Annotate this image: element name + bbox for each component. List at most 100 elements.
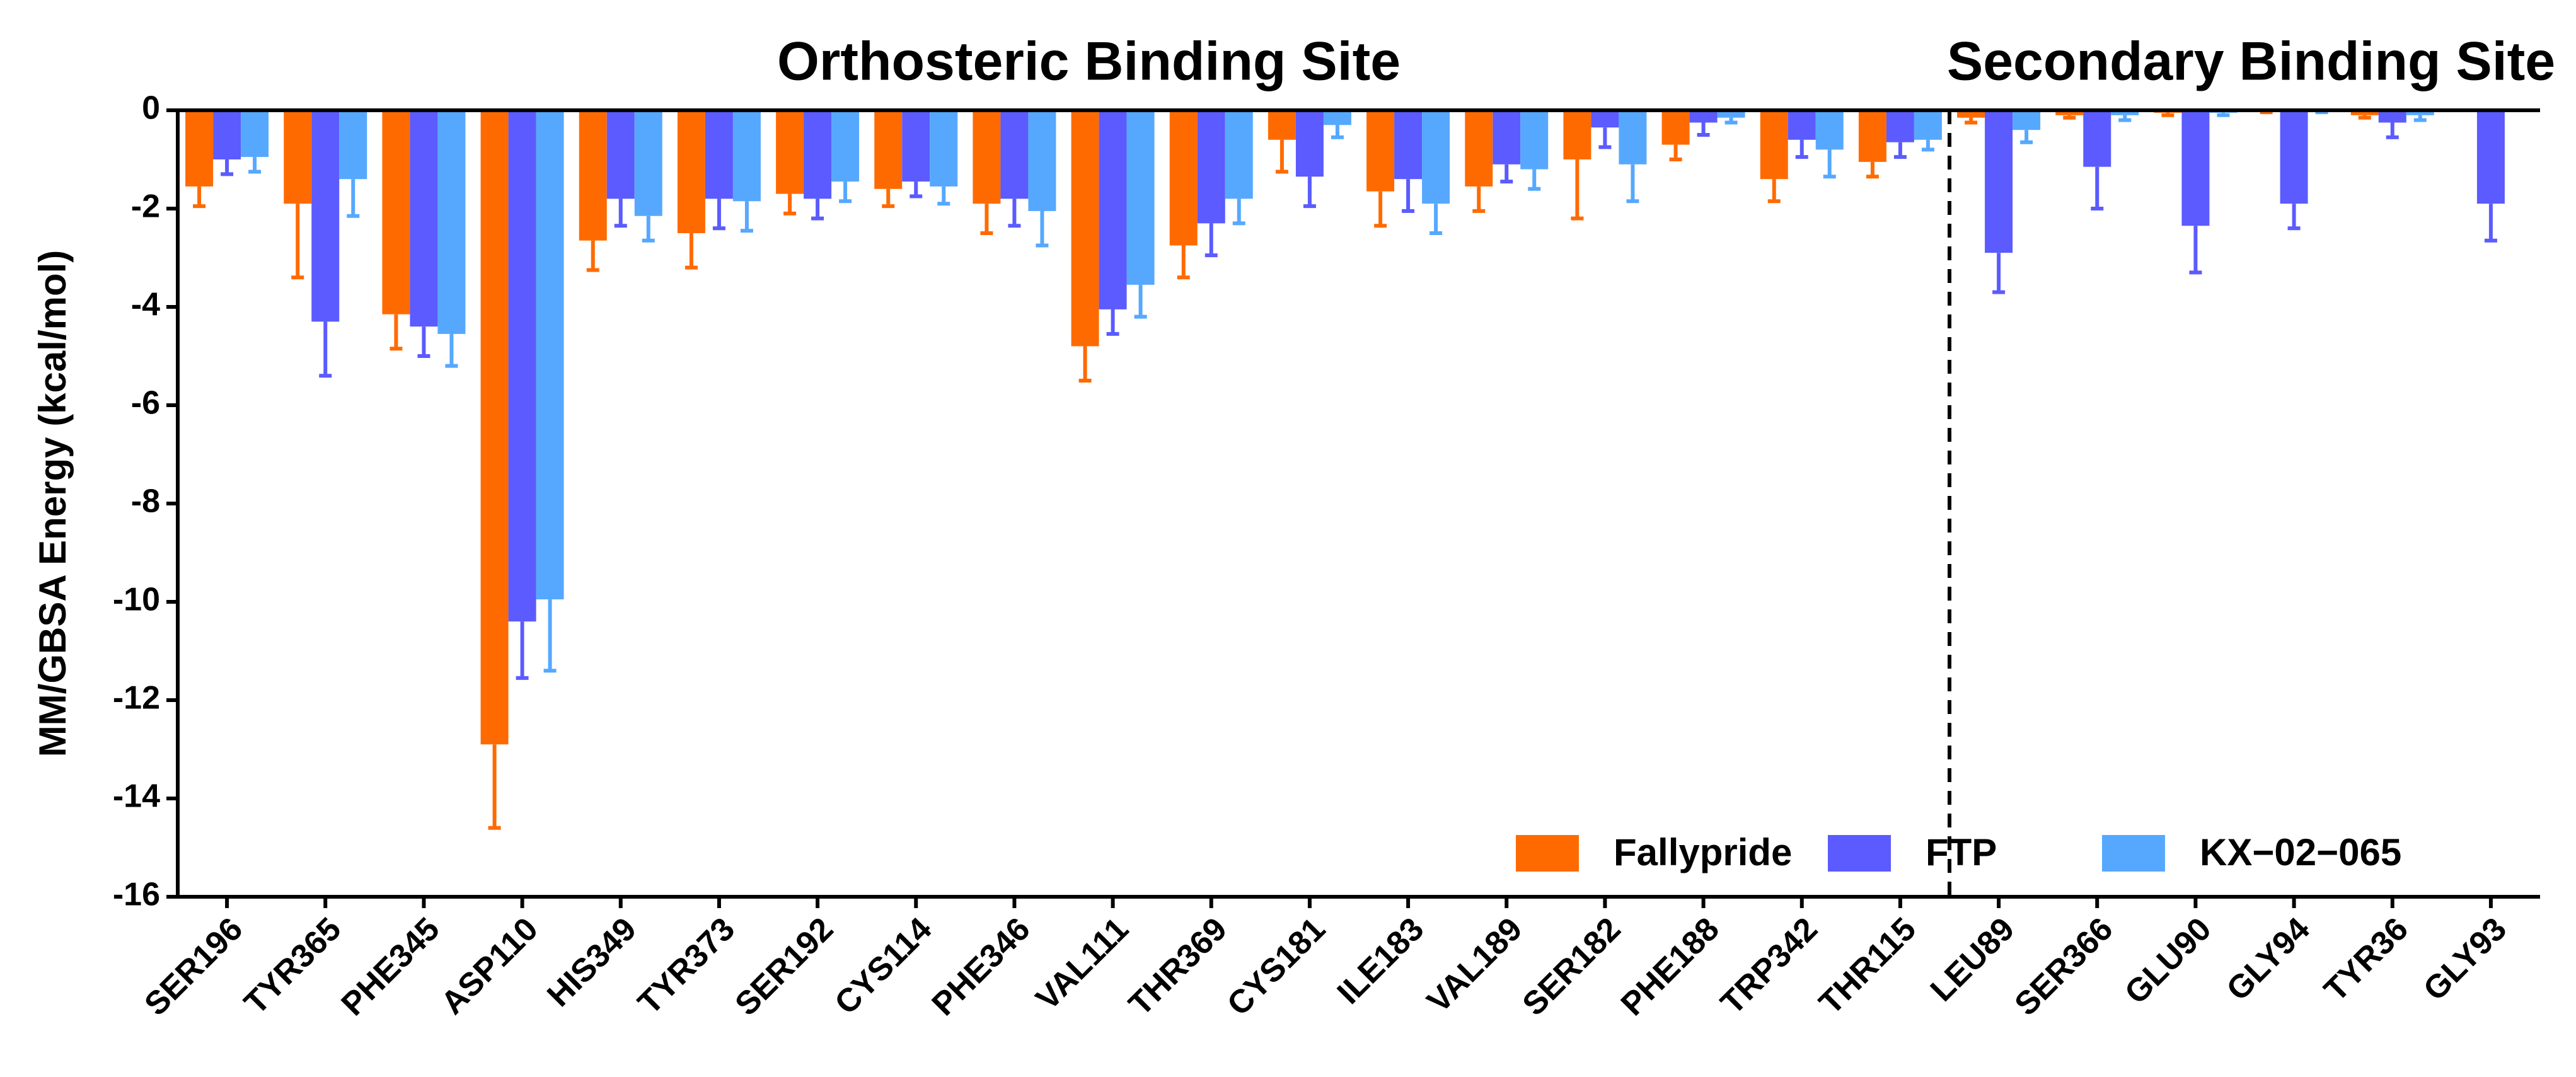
bar [1268,110,1296,140]
bar [2378,110,2406,123]
bar [1914,110,1942,140]
bar [382,110,410,314]
bar [437,110,466,334]
y-tick-label: -14 [113,778,160,815]
bar [311,110,340,322]
bar [2350,110,2379,115]
bar [1563,110,1591,159]
bar [1028,110,1056,211]
y-tick-label: -10 [113,582,160,618]
bar [241,110,269,158]
x-tick-label: SER196 [137,911,250,1023]
bar [2181,110,2210,226]
x-tick-label: TRP342 [1714,911,1825,1022]
bar [677,110,705,233]
bar [973,110,1001,204]
bar [1858,110,1886,162]
bar [2111,110,2139,115]
x-tick-label: GLY94 [2220,911,2317,1008]
bar [1295,110,1324,177]
bar [1985,110,2013,253]
x-tick-label: PHE188 [1614,911,1726,1023]
y-tick-label: -4 [131,287,160,323]
y-tick-label: -16 [113,877,160,913]
bar [508,110,536,622]
x-tick-label: PHE346 [925,911,1037,1023]
legend-swatch [1516,835,1579,872]
x-tick-label: ILE183 [1331,911,1431,1011]
bar [1760,110,1788,180]
legend-swatch [1828,835,1891,872]
bar [2055,110,2084,115]
bar [776,110,804,194]
x-tick-label: ASP110 [434,911,545,1022]
legend-label: KX−02−065 [2200,831,2401,873]
bar [1366,110,1395,192]
annotation: Orthosteric Binding Site [777,32,1401,92]
legend-swatch [2102,835,2165,872]
x-tick-label: SER192 [728,911,840,1023]
x-tick-label: VAL189 [1420,911,1529,1020]
bar [2406,110,2434,115]
x-tick-label: HIS349 [540,911,644,1014]
bar [1591,110,1619,128]
x-tick-label: TYR365 [238,911,349,1022]
bar [1126,110,1155,285]
bar [606,110,635,199]
y-tick-label: -8 [131,483,160,520]
bar [804,110,832,199]
bar [1000,110,1029,199]
bar [1422,110,1450,204]
bar [480,110,509,745]
bar [1661,110,1690,145]
bar [930,110,958,187]
x-tick-label: SER366 [2007,911,2120,1023]
bar [410,110,438,327]
annotation: Secondary Binding Site [1947,32,2555,92]
bar [1099,110,1127,309]
x-tick-label: THR115 [1812,911,1923,1022]
bar [1689,110,1718,123]
bar [1957,110,1985,118]
y-tick-label: -12 [113,680,160,717]
bar [902,110,930,182]
x-tick-label: LEU89 [1924,911,2021,1008]
bar [1493,110,1521,164]
bar [579,110,607,241]
bar [1886,110,1914,142]
bar [536,110,564,600]
bar [1815,110,1844,150]
bar [1169,110,1198,246]
bar [705,110,733,199]
bar [2083,110,2111,167]
bar [1197,110,1225,224]
x-tick-label: CYS181 [1220,911,1332,1023]
y-tick-label: 0 [142,90,160,127]
bar [634,110,662,216]
x-tick-label: PHE345 [335,911,447,1023]
x-tick-label: CYS114 [828,911,939,1022]
bar [732,110,761,202]
x-tick-label: GLY93 [2417,911,2514,1008]
legend-label: FTP [1926,831,1997,873]
x-tick-label: TYR36 [2317,911,2415,1008]
x-tick-label: THR369 [1122,911,1234,1023]
bar [1071,110,1099,347]
bar [1520,110,1549,170]
y-axis-label: MM/GBSA Energy (kcal/mol) [32,250,74,757]
bar [1619,110,1647,164]
y-tick-label: -6 [131,385,160,422]
bar [1788,110,1816,140]
bar [2013,110,2041,130]
bar [284,110,312,204]
legend-label: Fallypride [1614,831,1792,873]
bar [213,110,241,159]
bar [831,110,860,182]
bar [2476,110,2505,204]
x-tick-label: TYR373 [631,911,742,1022]
bar [1717,110,1745,118]
bar [1323,110,1351,125]
bar [1225,110,1253,199]
bar [2280,110,2308,204]
